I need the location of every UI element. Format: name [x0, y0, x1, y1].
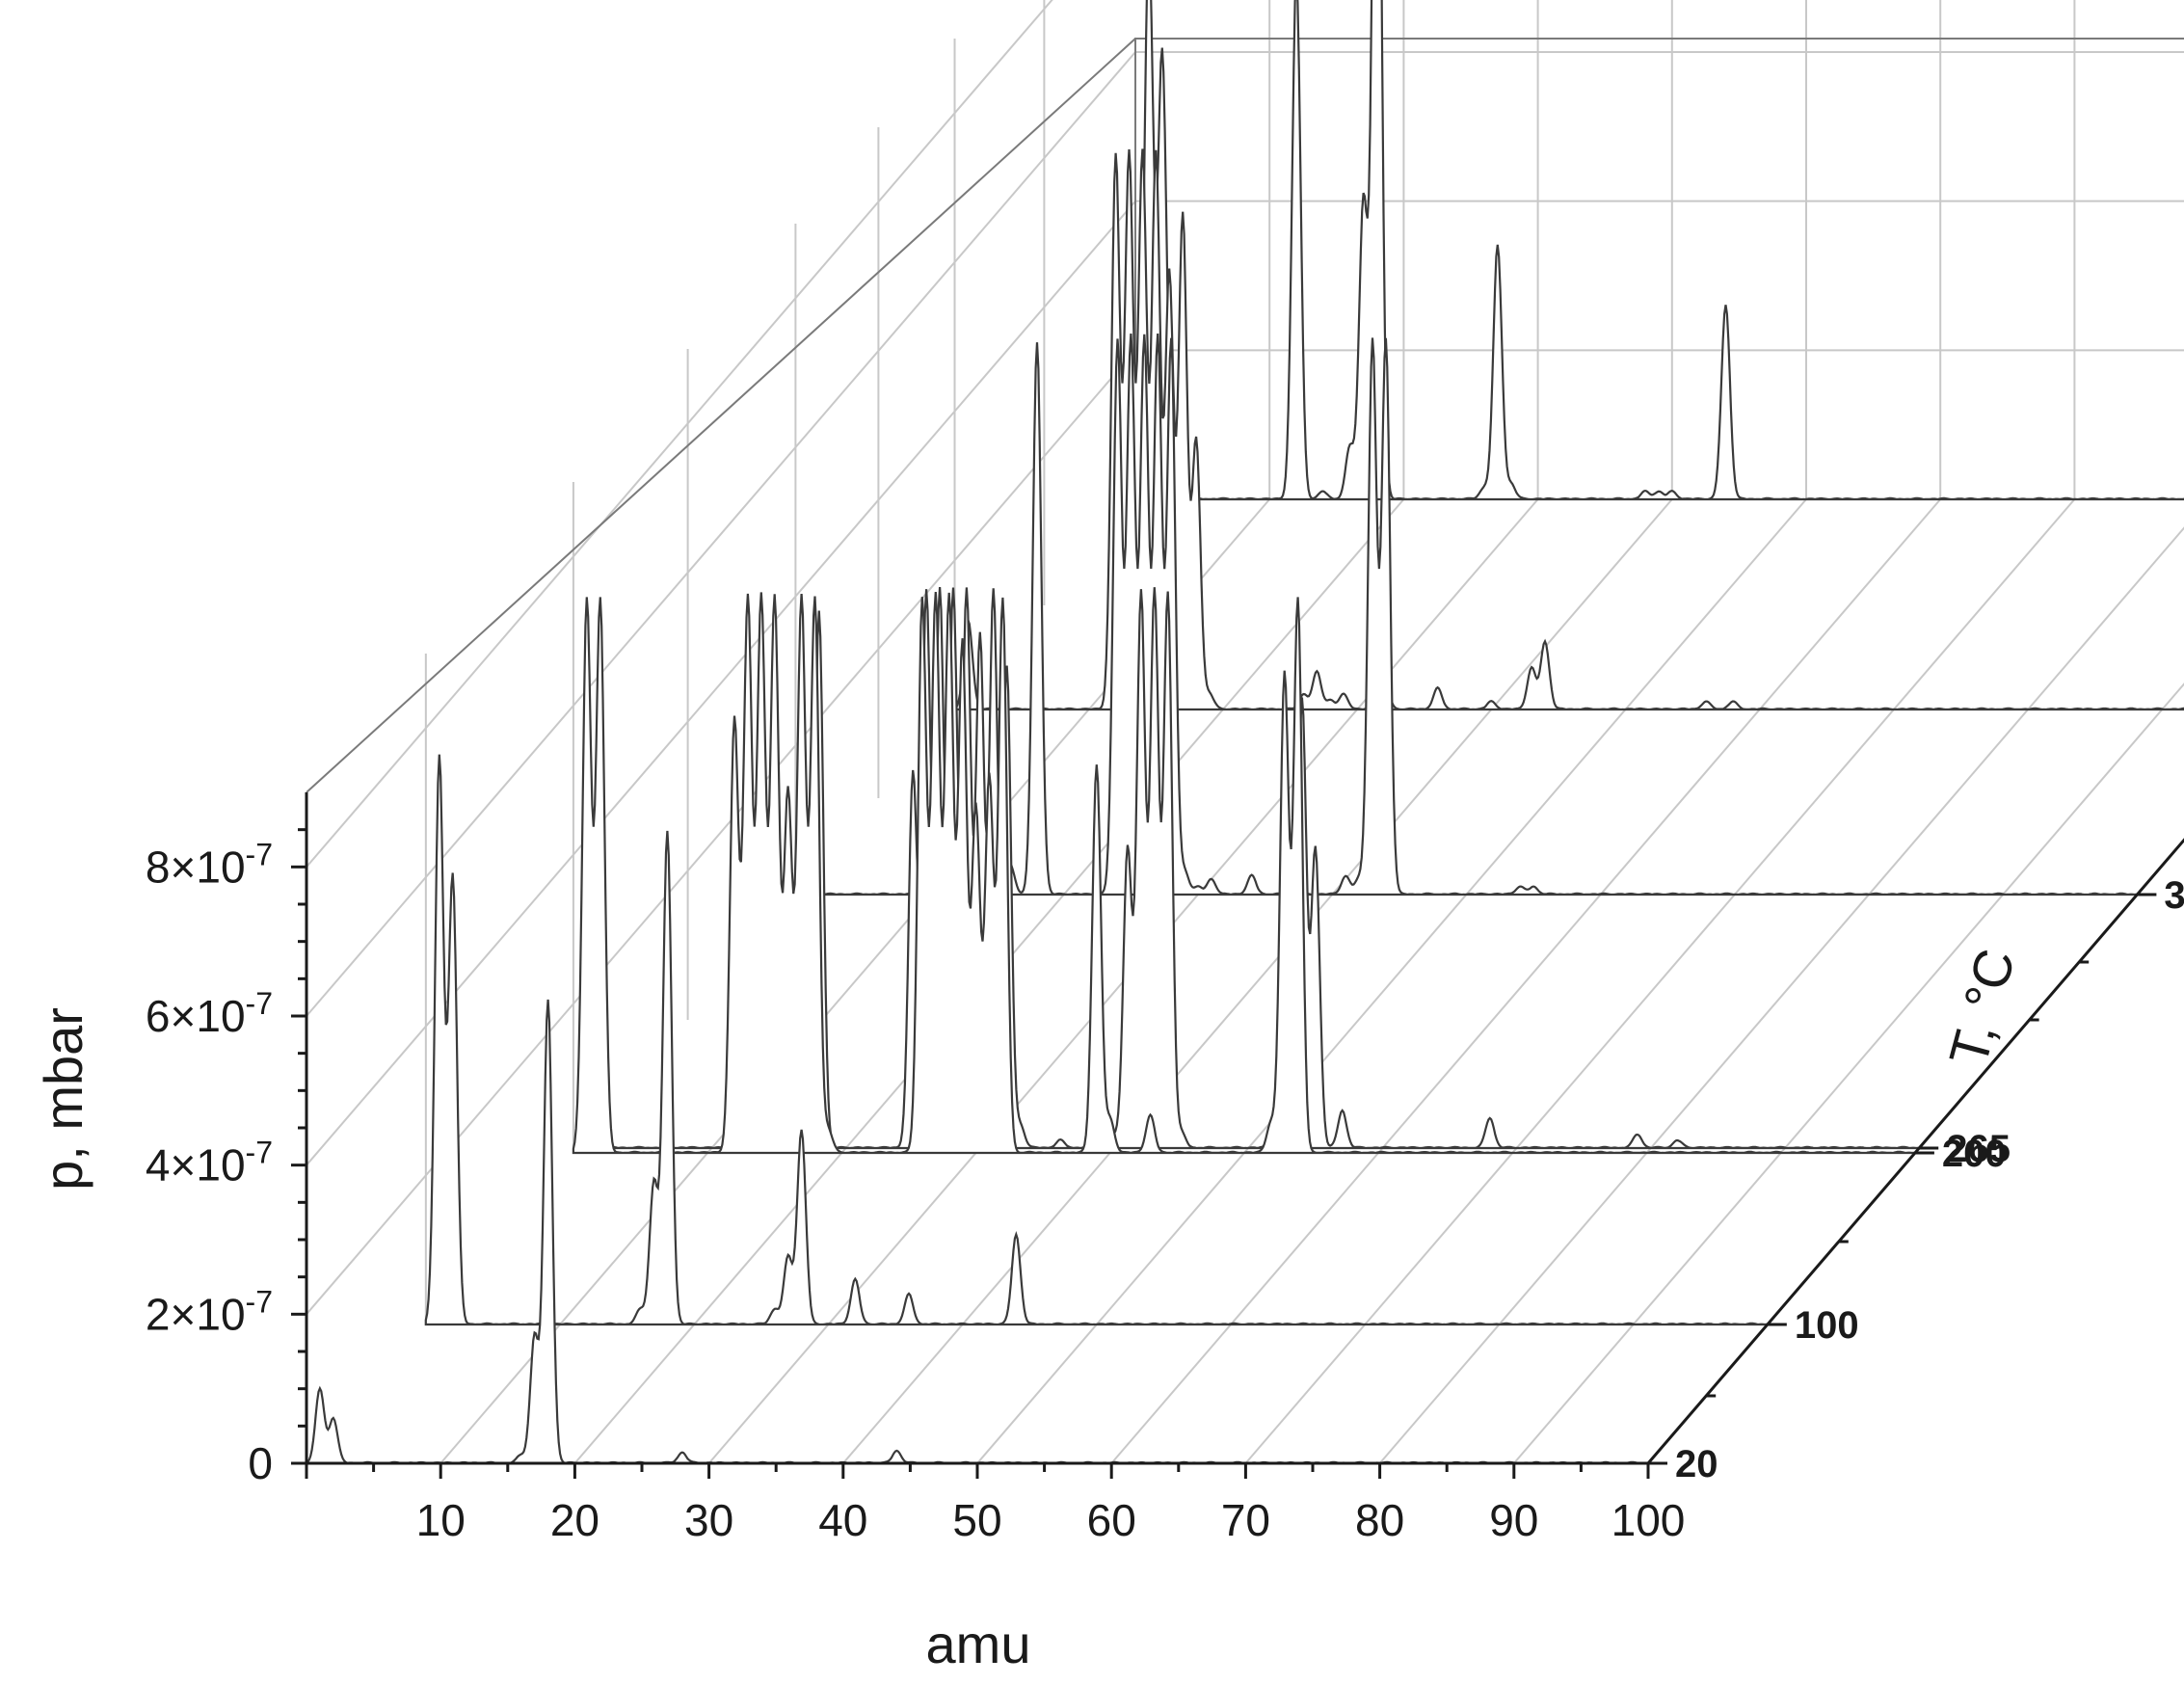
- axes-layer: 0 2×10-7 4×10-7 6×10-7 8×10-7 10 20 30 40 50 60 70 8…: [146, 792, 2184, 1545]
- x-tick-label: 90: [1489, 1495, 1538, 1545]
- x-tick-label: 50: [952, 1495, 1001, 1545]
- spectrum-100C: [424, 754, 1769, 1326]
- x-tick-label: 80: [1355, 1495, 1404, 1545]
- spectrum-500C: [953, 148, 2184, 711]
- t-tick-label: 265: [1946, 1128, 2011, 1170]
- y-tick-label: 8×10-7: [146, 837, 273, 892]
- t-tick-label: 20: [1675, 1443, 1718, 1485]
- floor-gridline: [1110, 498, 1941, 1464]
- y-tick-label: 4×10-7: [146, 1136, 273, 1190]
- t-axis-line: [1646, 838, 2184, 1464]
- x-tick-label: 100: [1611, 1495, 1686, 1545]
- floor-gridline: [976, 498, 1807, 1464]
- t-tick-label: 200: [1942, 1133, 2007, 1175]
- x-tick-label: 30: [684, 1495, 733, 1545]
- y-tick-label: 2×10-7: [146, 1284, 273, 1339]
- wall-gridline: [306, 0, 1053, 868]
- x-axis-title: amu: [926, 1614, 1031, 1674]
- spectrum-800C: [1133, 0, 2184, 501]
- floor-gridline: [842, 498, 1673, 1464]
- wall-gridline: [306, 51, 1136, 1017]
- spectrum-200C: [572, 592, 1917, 1155]
- t-tick-label: 300: [2164, 874, 2184, 917]
- y-tick-label: 6×10-7: [146, 986, 273, 1041]
- floor-gridline: [1244, 498, 2076, 1464]
- x-tick-label: 70: [1221, 1495, 1270, 1545]
- t-tick-label: 100: [1795, 1304, 1859, 1347]
- x-tick-label: 60: [1087, 1495, 1136, 1545]
- spectrum-300C: [795, 334, 2139, 896]
- floor-gridline: [1378, 526, 2184, 1464]
- wall-top-edge: [306, 38, 1136, 793]
- back-wall-frame: [1134, 38, 2184, 499]
- y-axis-title: p, mbar: [33, 1007, 93, 1190]
- t-axis-title: T, °C: [1937, 943, 2026, 1072]
- floor-gridline: [1647, 838, 2184, 1464]
- x-tick-label: 10: [416, 1495, 466, 1545]
- floor-gridline: [1513, 682, 2184, 1464]
- labels-layer: amu p, mbar T, °C: [33, 943, 2026, 1674]
- x-tick-label: 40: [818, 1495, 867, 1545]
- spectra-layer: [305, 0, 2184, 1465]
- x-tick-label: 20: [550, 1495, 599, 1545]
- y-tick-label: 0: [248, 1438, 273, 1488]
